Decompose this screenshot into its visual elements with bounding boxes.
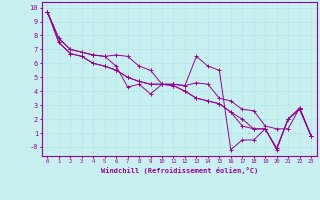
X-axis label: Windchill (Refroidissement éolien,°C): Windchill (Refroidissement éolien,°C) bbox=[100, 167, 258, 174]
